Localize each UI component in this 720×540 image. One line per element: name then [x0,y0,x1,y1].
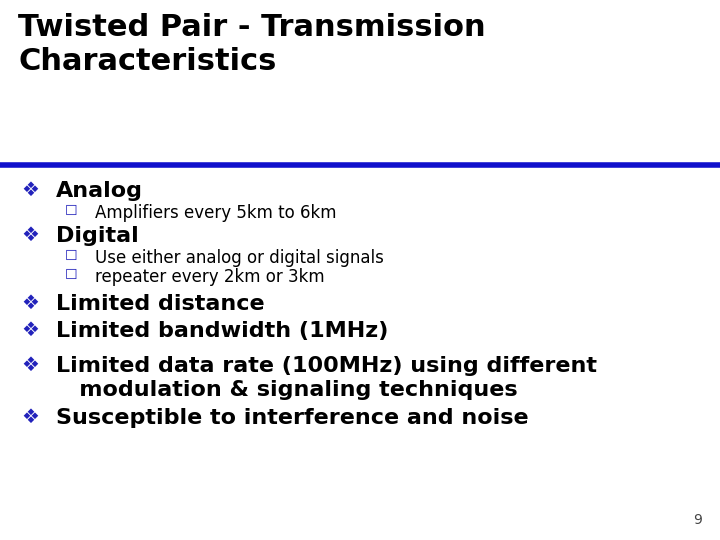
Text: 9: 9 [693,512,702,526]
Text: Digital: Digital [56,226,139,246]
Text: ❖: ❖ [22,226,40,245]
Text: ☐: ☐ [65,268,78,282]
Text: ❖: ❖ [22,181,40,200]
Text: ❖: ❖ [22,321,40,340]
Text: Use either analog or digital signals: Use either analog or digital signals [95,249,384,267]
Text: Analog: Analog [56,181,143,201]
Text: Twisted Pair - Transmission
Characteristics: Twisted Pair - Transmission Characterist… [18,14,485,76]
Text: Limited distance: Limited distance [56,294,265,314]
Text: Amplifiers every 5km to 6km: Amplifiers every 5km to 6km [95,204,336,222]
Text: ❖: ❖ [22,356,40,375]
Text: Limited bandwidth (1MHz): Limited bandwidth (1MHz) [56,321,389,341]
Text: ❖: ❖ [22,294,40,313]
Text: Susceptible to interference and noise: Susceptible to interference and noise [56,408,528,428]
Text: ☐: ☐ [65,249,78,264]
Text: repeater every 2km or 3km: repeater every 2km or 3km [95,268,325,286]
Text: Limited data rate (100MHz) using different
   modulation & signaling techniques: Limited data rate (100MHz) using differe… [56,356,597,400]
Text: ☐: ☐ [65,204,78,218]
Text: ❖: ❖ [22,408,40,427]
